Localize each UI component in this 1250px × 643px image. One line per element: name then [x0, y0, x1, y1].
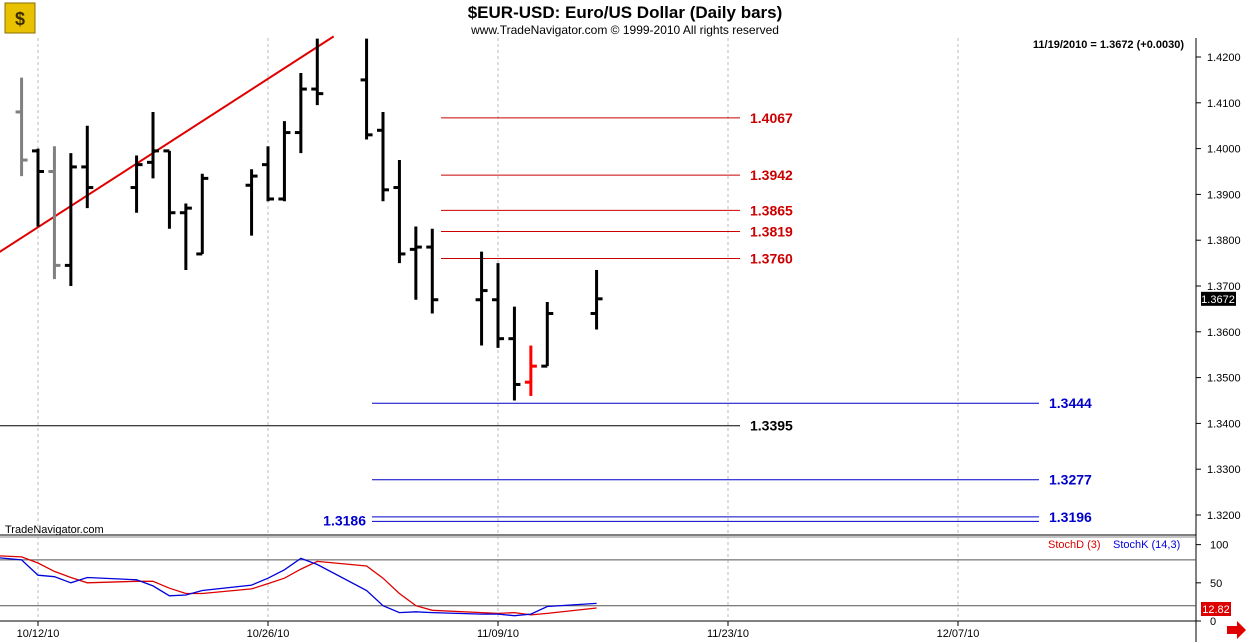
y-tick-label: 1.3600 [1207, 327, 1241, 339]
stochastic-panel: 100 50 0 [0, 540, 1228, 628]
price-bar [492, 263, 504, 348]
price-bar [294, 73, 307, 154]
support-label: 1.3444 [1049, 395, 1092, 411]
uptrend-line [0, 35, 335, 253]
support-label: 1.3277 [1049, 472, 1092, 488]
x-tick-label: 10/12/10 [17, 628, 60, 640]
resistance-label: 1.3942 [750, 167, 793, 183]
stoch-tick-label: 50 [1210, 578, 1222, 590]
price-bar [15, 77, 28, 177]
y-tick-label: 1.3400 [1207, 418, 1241, 430]
price-axis: 1.42001.41001.40001.39001.38001.37001.36… [1196, 52, 1241, 522]
y-tick-label: 1.4200 [1207, 52, 1241, 64]
legend-stoch-k: StochK (14,3) [1113, 539, 1180, 551]
price-bar [360, 38, 373, 140]
y-tick-label: 1.4000 [1207, 144, 1241, 156]
price-bar [311, 38, 324, 106]
price-bar [81, 125, 94, 209]
price-bar [130, 155, 143, 213]
price-bar [64, 153, 77, 286]
resistance-label: 1.3865 [750, 202, 793, 218]
price-bar [508, 306, 521, 401]
price-bar [541, 302, 554, 368]
stoch-tick-label: 100 [1210, 540, 1228, 552]
svg-text:$: $ [15, 9, 25, 29]
stoch-series-line [0, 557, 597, 617]
price-bar [147, 111, 159, 179]
y-tick-label: 1.3900 [1207, 189, 1241, 201]
y-tick-label: 1.3300 [1207, 464, 1241, 476]
price-bar [163, 149, 176, 229]
price-bars [15, 38, 603, 401]
horizontal-levels: 1.4067 1.3942 1.3865 1.3819 1.3760 1.3444 1.32… [0, 110, 1092, 528]
price-bar [377, 111, 389, 202]
trendline [0, 35, 335, 253]
stoch-series-line [0, 555, 597, 616]
price-bar [524, 345, 537, 396]
last-quote-text: 11/19/2010 = 1.3672 (+0.0030) [1033, 39, 1184, 51]
app-logo: $ [4, 2, 36, 34]
support-label: 1.3196 [1049, 509, 1092, 525]
copyright-text: www.TradeNavigator.com © 1999-2010 All r… [470, 23, 779, 37]
last-price-badge: 1.3672 [1201, 291, 1236, 306]
chart-title: $EUR-USD: Euro/US Dollar (Daily bars) [468, 3, 783, 22]
support-label: 1.3186 [323, 512, 366, 528]
scroll-right-arrow-icon[interactable] [1227, 621, 1246, 639]
grid [37, 38, 959, 621]
price-bar [590, 269, 603, 330]
price-bar [196, 173, 209, 256]
price-bar [475, 251, 488, 346]
stoch-tick-label: 0 [1210, 616, 1216, 628]
price-bar [393, 160, 406, 264]
y-tick-label: 1.3500 [1207, 373, 1241, 385]
x-tick-label: 11/23/10 [707, 628, 749, 640]
watermark: TradeNavigator.com [5, 524, 104, 536]
y-tick-label: 1.3200 [1207, 510, 1241, 522]
price-bar [278, 121, 291, 202]
resistance-label: 1.3819 [750, 223, 793, 239]
price-bar [262, 146, 274, 202]
price-bar [426, 228, 439, 314]
resistance-label: 1.4067 [750, 110, 793, 126]
x-tick-label: 11/09/10 [477, 628, 519, 640]
resistance-label: 1.3760 [750, 251, 793, 267]
price-bar [245, 169, 258, 236]
svg-text:12.82: 12.82 [1202, 604, 1230, 616]
price-bar [32, 148, 44, 227]
y-tick-label: 1.3700 [1207, 281, 1241, 293]
legend-stoch-d: StochD (3) [1048, 539, 1101, 551]
date-axis: 10/12/10 10/26/10 11/09/10 11/23/10 12/07/10 [17, 621, 980, 640]
y-tick-label: 1.4100 [1207, 98, 1241, 110]
price-bar [409, 226, 422, 300]
svg-text:1.3672: 1.3672 [1201, 294, 1235, 306]
stoch-last-badge: 12.82 [1201, 602, 1231, 616]
price-bar [48, 146, 61, 280]
x-tick-label: 10/26/10 [247, 628, 290, 640]
x-tick-label: 12/07/10 [937, 628, 980, 640]
baseline-label: 1.3395 [750, 418, 793, 434]
price-bar [179, 203, 192, 270]
y-tick-label: 1.3800 [1207, 235, 1241, 247]
